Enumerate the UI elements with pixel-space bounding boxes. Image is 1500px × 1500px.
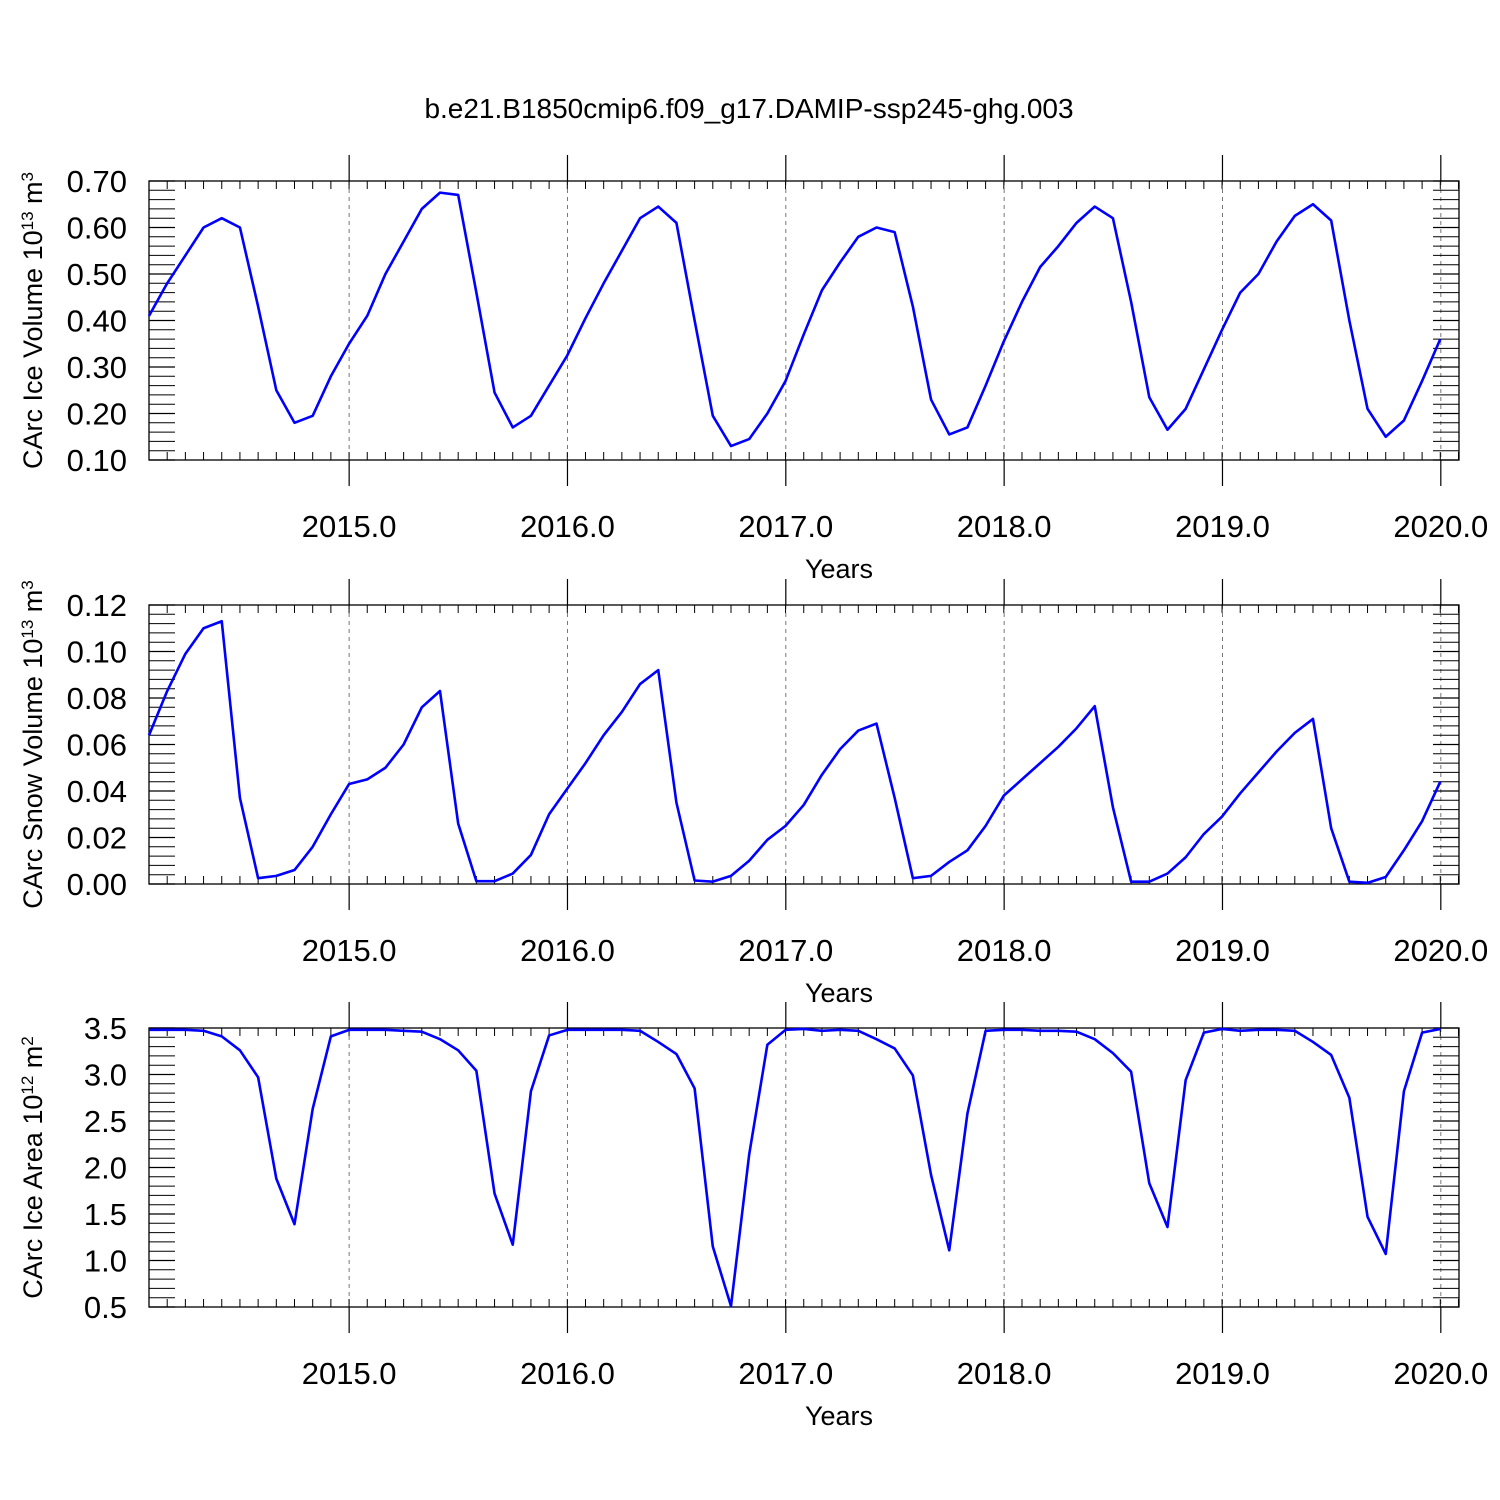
- y-tick-label: 2.5: [84, 1104, 127, 1139]
- x-tick-label: 2018.0: [957, 933, 1052, 968]
- x-tick-label: 2015.0: [302, 509, 397, 544]
- y-tick-label: 0.06: [67, 728, 127, 763]
- y-tick-label: 0.20: [67, 397, 127, 432]
- x-tick-label: 2020.0: [1393, 933, 1488, 968]
- plot-frame: [148, 1027, 1460, 1308]
- y-tick-label: 0.10: [67, 443, 127, 478]
- x-tick-label: 2017.0: [738, 509, 833, 544]
- y-tick-label: 0.70: [67, 164, 127, 199]
- series-line: [149, 1027, 1441, 1308]
- y-tick-label: 0.10: [67, 635, 127, 670]
- y-tick-label: 0.50: [67, 257, 127, 292]
- y-tick-label: 1.0: [84, 1244, 127, 1279]
- y-tick-label: 3.0: [84, 1058, 127, 1093]
- x-tick-label: 2016.0: [520, 1356, 615, 1391]
- x-tick-label: 2015.0: [302, 933, 397, 968]
- y-tick-label: 3.5: [84, 1011, 127, 1046]
- y-axis-label: CArc Ice Area 1012 m2: [18, 1036, 49, 1299]
- y-tick-label: 0.30: [67, 350, 127, 385]
- x-tick-label: 2019.0: [1175, 1356, 1270, 1391]
- x-tick-label: 2016.0: [520, 933, 615, 968]
- series-line: [147, 619, 1442, 885]
- y-tick-label: 0.08: [67, 681, 127, 716]
- y-axis-label: CArc Snow Volume 1013 m3: [18, 580, 49, 909]
- plot-frame: [148, 180, 1460, 461]
- x-tick-label: 2020.0: [1393, 1356, 1488, 1391]
- x-tick-label: 2018.0: [957, 509, 1052, 544]
- x-axis-label: Years: [805, 978, 873, 1008]
- y-tick-label: 1.5: [84, 1197, 127, 1232]
- x-axis-label: Years: [805, 1401, 873, 1431]
- series-line: [147, 191, 1442, 448]
- y-axis-label: CArc Ice Volume 1013 m3: [18, 172, 49, 469]
- x-tick-label: 2017.0: [738, 1356, 833, 1391]
- y-tick-label: 0.12: [67, 588, 127, 623]
- y-tick-label: 0.02: [67, 821, 127, 856]
- y-tick-label: 2.0: [84, 1151, 127, 1186]
- chart-panel-2: 2015.0 2016.0 2017.0 2018.0 2019.0 2020.0 0.00…: [18, 579, 1488, 1008]
- chart-panel-3: 2015.0 2016.0 2017.0 2018.0 2019.0 2020.0 0.5 1…: [18, 1002, 1488, 1431]
- x-tick-label: 2019.0: [1175, 933, 1270, 968]
- chart-title: b.e21.B1850cmip6.f09_g17.DAMIP-ssp245-gh…: [424, 93, 1073, 124]
- x-tick-label: 2020.0: [1393, 509, 1488, 544]
- y-tick-label: 0.04: [67, 774, 127, 809]
- y-tick-label: 0.5: [84, 1290, 127, 1325]
- x-tick-label: 2019.0: [1175, 509, 1270, 544]
- x-tick-label: 2018.0: [957, 1356, 1052, 1391]
- chart-panel-1: 2015.0 2016.0 2017.0 2018.0 2019.0 2020.0 0.10…: [18, 155, 1488, 584]
- x-tick-label: 2015.0: [302, 1356, 397, 1391]
- y-tick-label: 0.40: [67, 304, 127, 339]
- x-axis-label: Years: [805, 554, 873, 584]
- y-tick-label: 0.60: [67, 211, 127, 246]
- y-tick-label: 0.00: [67, 867, 127, 902]
- plot-frame: [148, 604, 1460, 885]
- x-tick-label: 2017.0: [738, 933, 833, 968]
- x-tick-label: 2016.0: [520, 509, 615, 544]
